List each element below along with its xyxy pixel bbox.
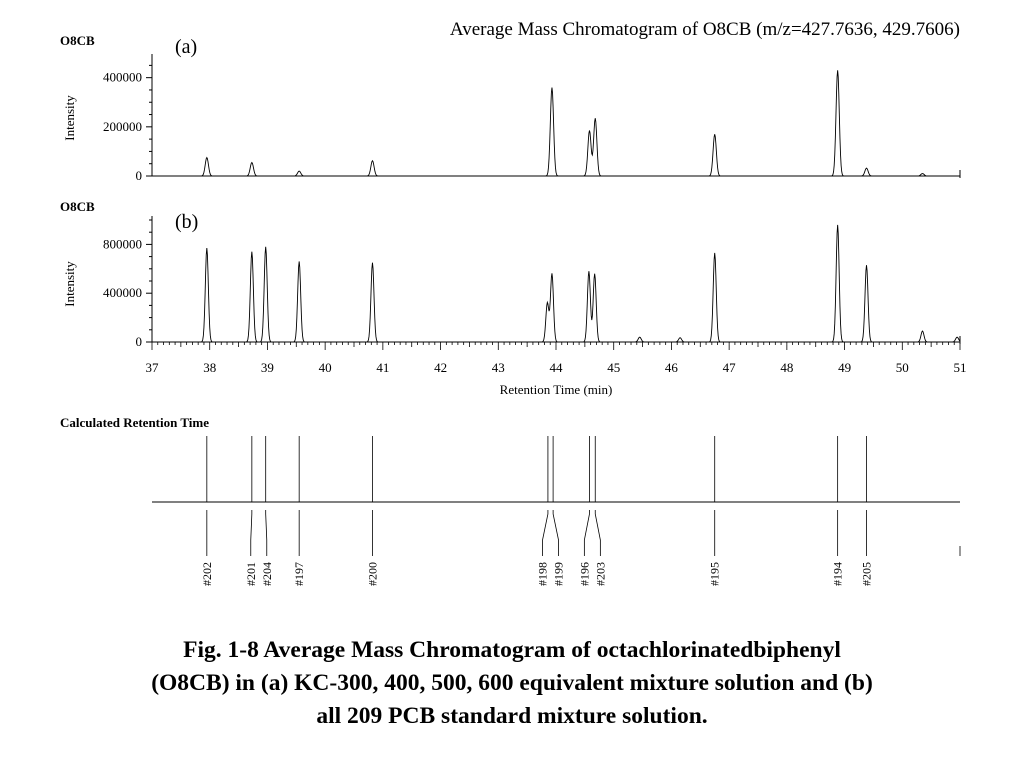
figure-title: Average Mass Chromatogram of O8CB (m/z=4… [450, 19, 960, 40]
panel-b-xtick-label: 39 [261, 360, 274, 375]
panel-b-xtick-label: 51 [954, 360, 967, 375]
panel-b: O8CB (b) Intensity 0 400000 800000 37 38 39 40… [60, 199, 967, 397]
panel-b-ytick-label: 400000 [103, 285, 142, 300]
calculated-retention-label: #194 [831, 562, 845, 586]
calculated-retention-label: #203 [593, 562, 607, 586]
panel-a-ytick-label: 0 [136, 168, 143, 183]
panel-a-ytick-label: 200000 [103, 119, 142, 134]
calculated-retention-label: #205 [860, 562, 874, 586]
panel-b-trace [152, 224, 961, 343]
panel-a-plot: 0 200000 400000 [103, 54, 961, 183]
panel-b-xtick-label: 41 [376, 360, 389, 375]
panel-b-xtick-label: 38 [203, 360, 216, 375]
panel-a-compound-label: O8CB [60, 33, 95, 48]
calculated-retention-leader [552, 510, 559, 556]
calculated-retention-leader [542, 510, 549, 556]
panel-a-ytick-label: 400000 [103, 70, 142, 85]
panel-b-xtick-label: 47 [723, 360, 737, 375]
calculated-retention-label: #198 [536, 562, 550, 586]
panel-b-xtick-label: 46 [665, 360, 679, 375]
panel-b-compound-label: O8CB [60, 199, 95, 214]
panel-b-plot: 0 400000 800000 37 38 39 40 41 42 43 44 45 46 47 48 49 5… [103, 216, 967, 375]
panel-b-xtick-label: 50 [896, 360, 909, 375]
calculated-retention-label: #199 [552, 562, 566, 586]
panel-b-xtick-label: 49 [838, 360, 851, 375]
calculated-retention-title: Calculated Retention Time [60, 415, 209, 430]
panel-b-ytick-label: 0 [136, 334, 143, 349]
calculated-retention-leader [265, 510, 268, 556]
panel-b-ytick-label: 800000 [103, 236, 142, 251]
calculated-retention-label: #197 [292, 562, 306, 586]
panel-b-xtick-label: 37 [146, 360, 160, 375]
panel-a-label: (a) [175, 36, 197, 58]
calculated-retention-label: #196 [577, 562, 591, 586]
panel-a-trace [152, 70, 960, 177]
figure-caption: Fig. 1-8 Average Mass Chromatogram of oc… [40, 634, 984, 733]
caption-line-2: (O8CB) in (a) KC-300, 400, 500, 600 equi… [151, 670, 873, 696]
calculated-retention-markers: #202 #201 #204 #197 #200 #198 #199 #196 #203 #195… [152, 436, 961, 586]
panel-b-xtick-label: 42 [434, 360, 447, 375]
calculated-retention-label: #204 [260, 562, 274, 586]
calculated-retention-label: #201 [244, 562, 258, 586]
panel-a-ylabel: Intensity [62, 95, 77, 141]
calculated-retention-label: #200 [365, 562, 379, 586]
calculated-retention-leader [583, 510, 590, 556]
calculated-retention-label: #202 [200, 562, 214, 586]
panel-b-xtick-label: 45 [607, 360, 620, 375]
calculated-retention-panel: Calculated Retention Time #202 #201 #204 #1… [60, 415, 961, 586]
calculated-retention-label: #195 [708, 562, 722, 586]
panel-b-ylabel: Intensity [62, 261, 77, 307]
panel-b-xlabel: Retention Time (min) [500, 382, 613, 397]
panel-a: O8CB (a) Intensity 0 200000 400000 [60, 33, 961, 183]
panel-b-label: (b) [175, 211, 198, 233]
caption-line-1: Fig. 1-8 Average Mass Chromatogram of oc… [183, 637, 841, 663]
panel-b-xtick-label: 43 [492, 360, 505, 375]
panel-b-xtick-label: 44 [550, 360, 564, 375]
calculated-retention-leader [250, 510, 253, 556]
caption-line-3: all 209 PCB standard mixture solution. [316, 703, 708, 729]
panel-b-xtick-label: 40 [319, 360, 332, 375]
panel-b-xtick-label: 48 [780, 360, 793, 375]
calculated-retention-leader [594, 510, 601, 556]
